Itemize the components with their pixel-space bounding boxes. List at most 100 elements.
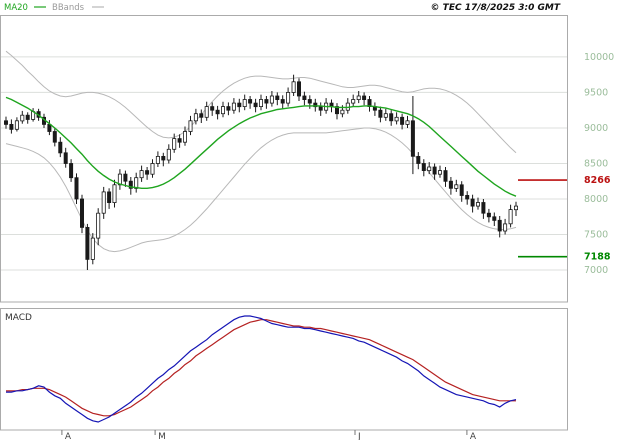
candle-body <box>486 212 491 218</box>
candle-body <box>443 170 448 182</box>
candle-body <box>362 95 367 100</box>
candle-body <box>172 138 177 150</box>
candle-body <box>432 166 437 175</box>
macd-panel-border <box>0 308 568 431</box>
candle-body <box>334 106 339 115</box>
candle-body <box>394 116 399 122</box>
main-panel-border <box>0 15 568 303</box>
candle-body <box>296 81 301 97</box>
candle-body <box>150 163 155 175</box>
ma20-line <box>5 96 517 197</box>
candle-body <box>389 113 394 122</box>
candle-body <box>340 109 345 115</box>
bb-lower-line <box>5 127 517 253</box>
candle-body <box>497 219 502 232</box>
candle-body <box>313 102 318 108</box>
candle-body <box>351 99 356 104</box>
bb-upper-line <box>5 50 517 154</box>
candle-body <box>307 99 312 104</box>
candle-body <box>193 113 198 122</box>
candle-body <box>220 106 225 115</box>
candle-body <box>101 191 106 214</box>
candle-body <box>503 223 508 232</box>
candle-body <box>383 113 388 118</box>
price-tick-label: 10000 <box>584 52 614 63</box>
candle-body <box>199 113 204 118</box>
bollinger-bands <box>5 50 517 253</box>
candle-body <box>134 177 139 189</box>
candle-body <box>318 106 323 111</box>
candle-body <box>161 155 166 161</box>
candle-body <box>25 114 30 120</box>
candle-body <box>291 81 296 93</box>
candle-body <box>237 102 242 108</box>
candle-body <box>166 148 171 161</box>
candle-body <box>4 120 9 125</box>
candle-body <box>9 124 14 130</box>
candle-body <box>481 202 486 214</box>
candle-body <box>258 99 263 107</box>
candle-body <box>74 177 79 200</box>
candle-body <box>427 166 432 171</box>
candle-body <box>231 102 236 111</box>
candle-body <box>112 184 117 204</box>
candle-body <box>470 198 475 207</box>
month-tick-label: A <box>470 432 477 440</box>
candle-body <box>80 198 85 228</box>
candle-body <box>248 99 253 104</box>
candle-body <box>378 109 383 118</box>
candle-body <box>139 170 144 179</box>
candle-body <box>52 131 57 143</box>
candle-body <box>492 216 497 221</box>
month-tick-label: M <box>158 432 166 440</box>
candle-body <box>69 163 74 179</box>
ma20-path <box>5 96 517 197</box>
candle-body <box>204 106 209 118</box>
candle-body <box>416 155 421 164</box>
candle-body <box>145 170 150 175</box>
price-tick-label: 9000 <box>584 123 608 134</box>
price-tick-label: 8000 <box>584 194 608 205</box>
candle-body <box>63 152 68 164</box>
candle-body <box>210 106 215 111</box>
candle-body <box>123 173 128 182</box>
candle-body <box>280 99 285 104</box>
candle-body <box>215 109 220 115</box>
price-tick-label: 7000 <box>584 265 608 276</box>
candle-body <box>275 95 280 100</box>
candle-body <box>356 95 361 100</box>
candle-body <box>269 95 274 104</box>
candle-body <box>465 194 470 200</box>
candle-body <box>128 180 133 189</box>
level-label: 7188 <box>584 252 611 263</box>
candle-body <box>400 116 405 125</box>
level-label: 8266 <box>584 175 611 186</box>
candlesticks <box>4 74 519 270</box>
candle-body <box>155 155 160 164</box>
candle-body <box>182 131 187 143</box>
legend-bbands-label: BBands <box>52 3 85 13</box>
candle-body <box>405 120 410 125</box>
candle-body <box>177 138 182 143</box>
candle-body <box>90 237 95 260</box>
price-axis-labels: 10000 9500 9000 8500 8000 7500 7000 <box>584 52 614 276</box>
month-tick-label: A <box>65 432 72 440</box>
candle-body <box>242 99 247 107</box>
candle-body <box>410 120 415 157</box>
candle-body <box>85 226 90 260</box>
candle-body <box>253 102 258 108</box>
macd-signal-path <box>6 319 516 417</box>
macd-line-path <box>6 315 517 423</box>
price-level-markers: 8266 7188 <box>518 175 611 263</box>
copyright-text: © TEC 17/8/2025 3:0 GMT <box>431 3 561 13</box>
candle-body <box>514 205 519 211</box>
candle-body <box>475 202 480 207</box>
candle-body <box>437 170 442 175</box>
month-tick-label: J <box>357 432 361 440</box>
candle-body <box>264 99 269 104</box>
price-tick-label: 7500 <box>584 230 608 241</box>
macd-lines <box>6 315 517 423</box>
candle-body <box>448 180 453 189</box>
